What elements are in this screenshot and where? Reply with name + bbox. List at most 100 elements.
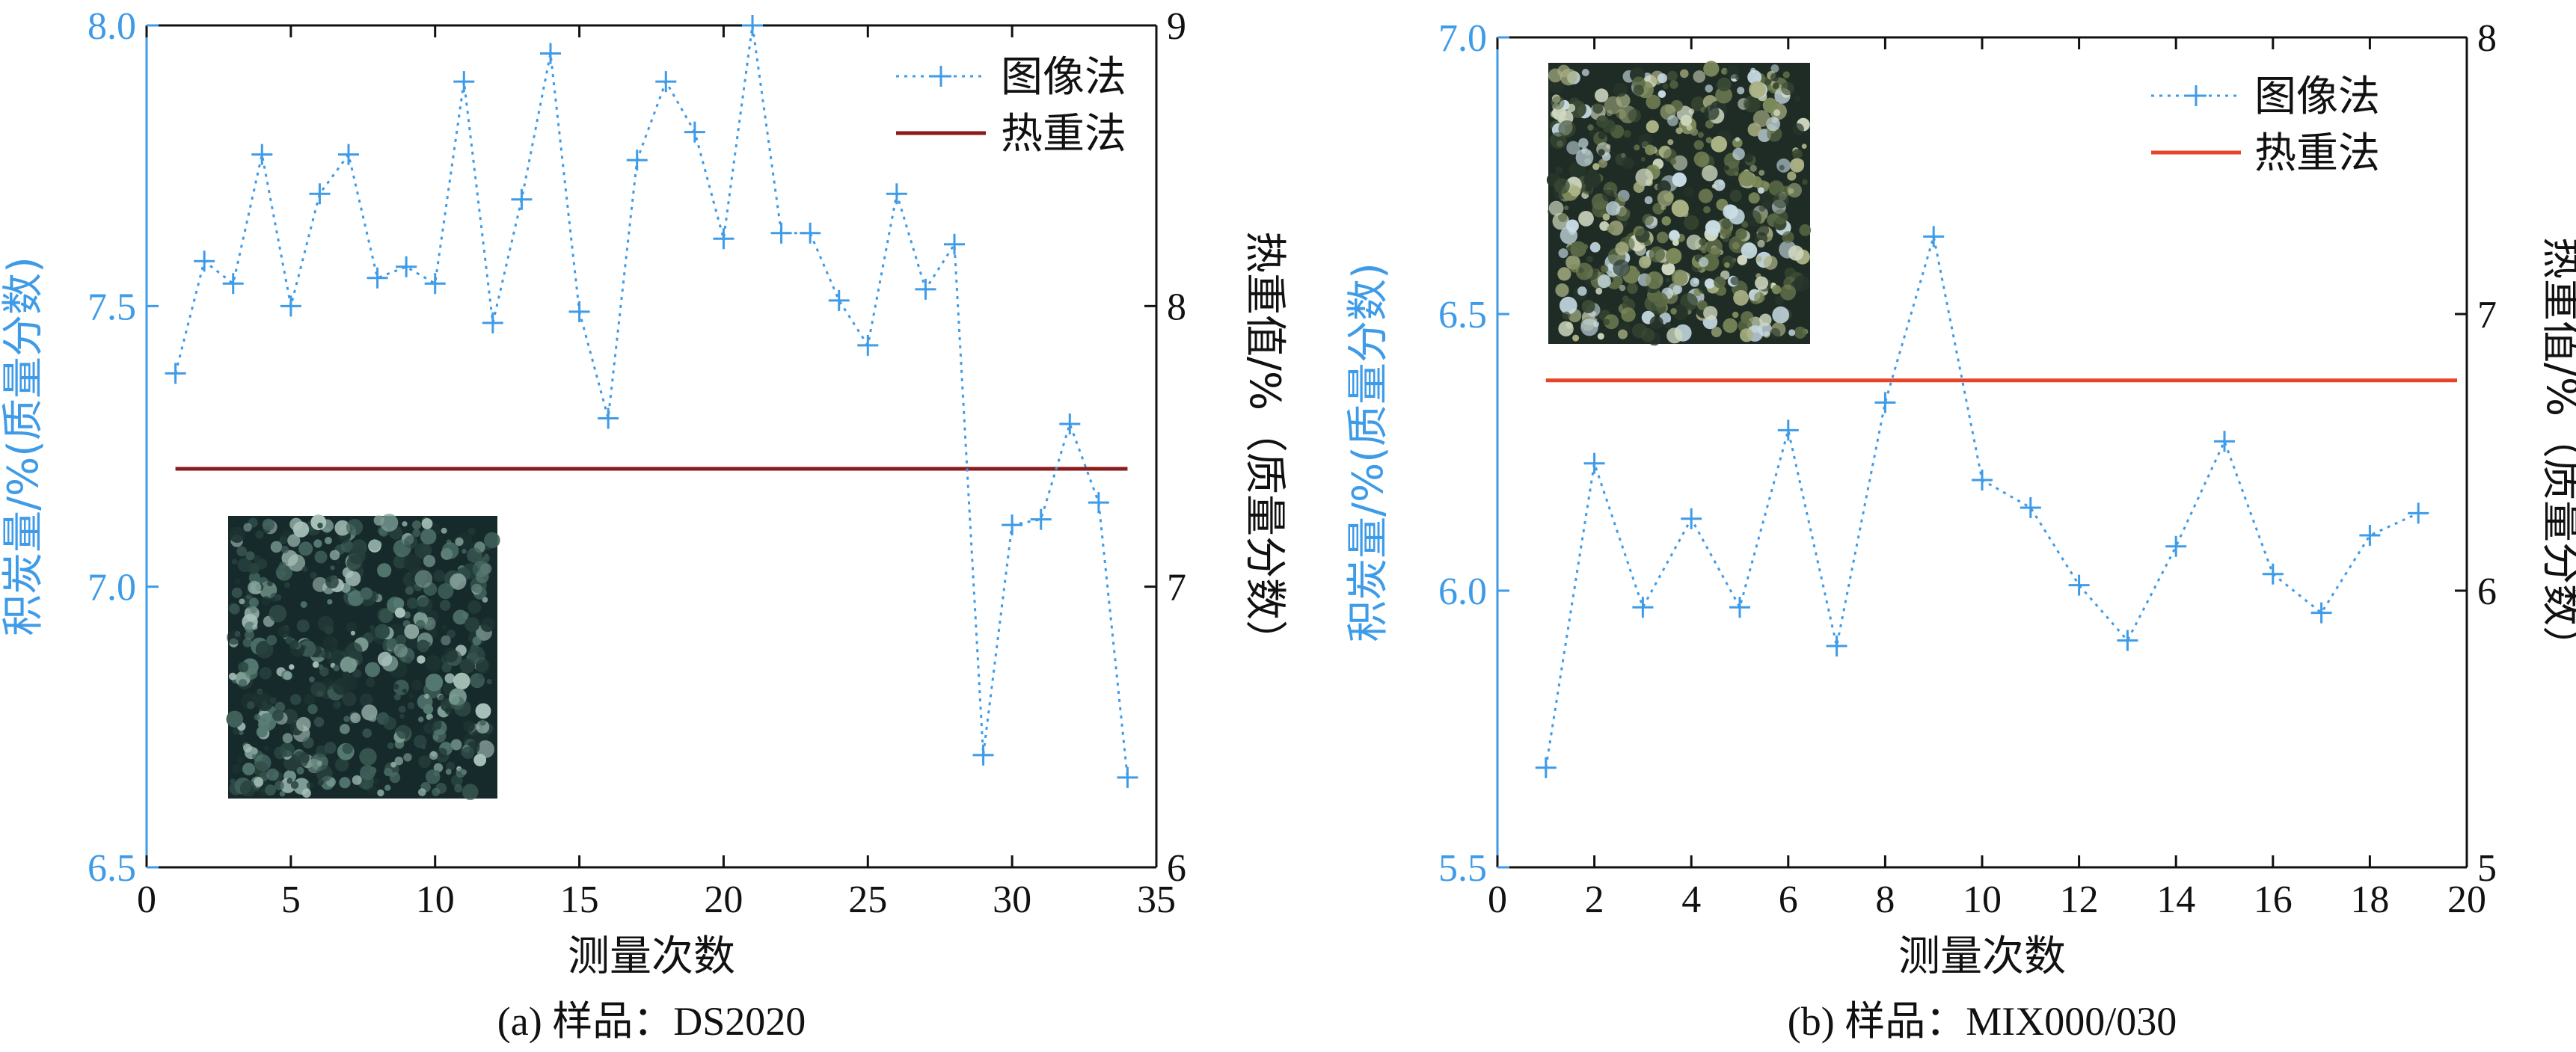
legend-b: 图像法 热重法 bbox=[2151, 73, 2380, 178]
photo-particle bbox=[432, 787, 441, 796]
photo-particle bbox=[1666, 327, 1683, 344]
data-point-marker bbox=[598, 407, 619, 429]
photo-particle bbox=[252, 695, 260, 703]
photo-particle bbox=[1602, 213, 1610, 221]
photo-particle bbox=[231, 763, 242, 775]
photo-particle bbox=[1770, 327, 1781, 339]
photo-particle bbox=[1607, 225, 1615, 233]
photo-particle bbox=[270, 541, 283, 553]
photo-particle bbox=[1633, 182, 1645, 193]
photo-particle bbox=[1729, 208, 1745, 225]
photo-particle bbox=[421, 518, 433, 529]
photo-particle bbox=[287, 534, 301, 547]
photo-particle bbox=[256, 726, 268, 738]
photo-particle bbox=[252, 624, 258, 630]
photo-particle bbox=[284, 582, 290, 588]
x-label-a: 测量次数 bbox=[568, 932, 735, 981]
photo-particle bbox=[1688, 108, 1695, 115]
photo-particle bbox=[1582, 244, 1589, 250]
photo-particle bbox=[427, 717, 442, 732]
photo-particle bbox=[1701, 247, 1707, 253]
photo-particle bbox=[377, 651, 393, 667]
legend-marker-image-b bbox=[2186, 85, 2207, 106]
photo-particle bbox=[1657, 90, 1666, 98]
data-point-marker bbox=[1002, 514, 1023, 536]
photo-particle bbox=[422, 617, 436, 630]
data-point-marker bbox=[2359, 525, 2381, 546]
photo-particle bbox=[450, 739, 462, 751]
photo-particle bbox=[1755, 256, 1762, 262]
photo-particle bbox=[1583, 170, 1601, 188]
data-point-marker bbox=[2068, 574, 2090, 596]
photo-particle bbox=[1642, 256, 1652, 265]
photo-particle bbox=[1703, 306, 1718, 321]
photo-particle bbox=[1631, 323, 1648, 339]
panel-b: 0 2 4 6 8 10 12 14 16 18 20 5.5 6.0 6.5 7.0 5 6 7 8 图像法 热重… bbox=[1344, 17, 2576, 1044]
data-point-marker bbox=[1826, 636, 1847, 656]
photo-particle bbox=[1754, 292, 1765, 304]
y-right-tick-label: 6 bbox=[1167, 847, 1186, 890]
photo-particle bbox=[1787, 171, 1797, 181]
photo-particle bbox=[1711, 184, 1717, 189]
photo-particle bbox=[1634, 144, 1640, 151]
photo-particle bbox=[277, 625, 291, 638]
photo-particle bbox=[350, 630, 355, 636]
ticks-b: 0 2 4 6 8 10 12 14 16 18 20 5.5 6.0 6.5 7.0 5 6 7 8 bbox=[1438, 17, 2497, 921]
photo-particle bbox=[274, 781, 284, 791]
photo-particle bbox=[405, 586, 414, 595]
photo-particle bbox=[1669, 80, 1678, 89]
legend-a: 图像法 热重法 bbox=[896, 53, 1126, 159]
data-point-marker bbox=[280, 295, 301, 317]
photo-particle bbox=[1697, 300, 1708, 310]
photo-particle bbox=[1779, 284, 1797, 301]
photo-particle bbox=[278, 562, 287, 570]
photo-particle bbox=[1717, 77, 1732, 92]
data-point-marker bbox=[1729, 597, 1750, 618]
photo-particle bbox=[1565, 219, 1579, 233]
photo-particle bbox=[1675, 127, 1683, 135]
legend-label-image-b: 图像法 bbox=[2254, 73, 2380, 121]
photo-particle bbox=[307, 704, 318, 715]
photo-particle bbox=[433, 763, 444, 772]
photo-particle bbox=[1604, 96, 1622, 114]
x-tick-label: 0 bbox=[1488, 879, 1507, 921]
photo-particle bbox=[389, 772, 401, 784]
photo-particle bbox=[302, 736, 314, 748]
photo-particle bbox=[1603, 319, 1610, 325]
photo-particle bbox=[1657, 190, 1674, 207]
data-point-marker bbox=[626, 150, 648, 171]
photo-particle bbox=[1575, 262, 1593, 280]
photo-particle bbox=[473, 754, 487, 766]
data-point-marker bbox=[540, 43, 561, 64]
photo-particle bbox=[1698, 188, 1713, 203]
photo-particle bbox=[236, 546, 248, 557]
photo-particle bbox=[1597, 274, 1611, 289]
photo-particle bbox=[1779, 164, 1785, 170]
photo-particle bbox=[317, 523, 323, 529]
photo-particle bbox=[1732, 138, 1743, 148]
panel-a: 0 5 10 15 20 25 30 35 6.5 7.0 7.5 8.0 6 7 8 9 图像法 热重法 积… bbox=[0, 5, 1289, 1044]
photo-particle bbox=[446, 761, 456, 771]
photo-particle bbox=[411, 680, 423, 691]
photo-particle bbox=[1672, 239, 1679, 246]
photo-particle bbox=[226, 710, 244, 728]
data-point-marker bbox=[1088, 492, 1109, 514]
photo-particle bbox=[396, 725, 411, 739]
x-tick-label: 8 bbox=[1875, 879, 1895, 921]
photo-particle bbox=[336, 701, 341, 707]
photo-particle bbox=[313, 539, 322, 548]
photo-particle bbox=[1668, 230, 1680, 242]
photo-particle bbox=[1646, 120, 1659, 133]
photo-particle bbox=[365, 677, 375, 687]
photo-particle bbox=[267, 580, 273, 587]
photo-particle bbox=[234, 578, 241, 585]
photo-particle bbox=[301, 788, 311, 798]
x-tick-label: 20 bbox=[2447, 879, 2486, 921]
photo-particle bbox=[296, 766, 304, 775]
photo-particle bbox=[1762, 200, 1772, 210]
photo-particle bbox=[396, 634, 407, 646]
photo-particle bbox=[229, 781, 243, 796]
photo-particle bbox=[1782, 71, 1790, 79]
photo-particle bbox=[390, 761, 397, 768]
photo-particle bbox=[1693, 151, 1710, 167]
